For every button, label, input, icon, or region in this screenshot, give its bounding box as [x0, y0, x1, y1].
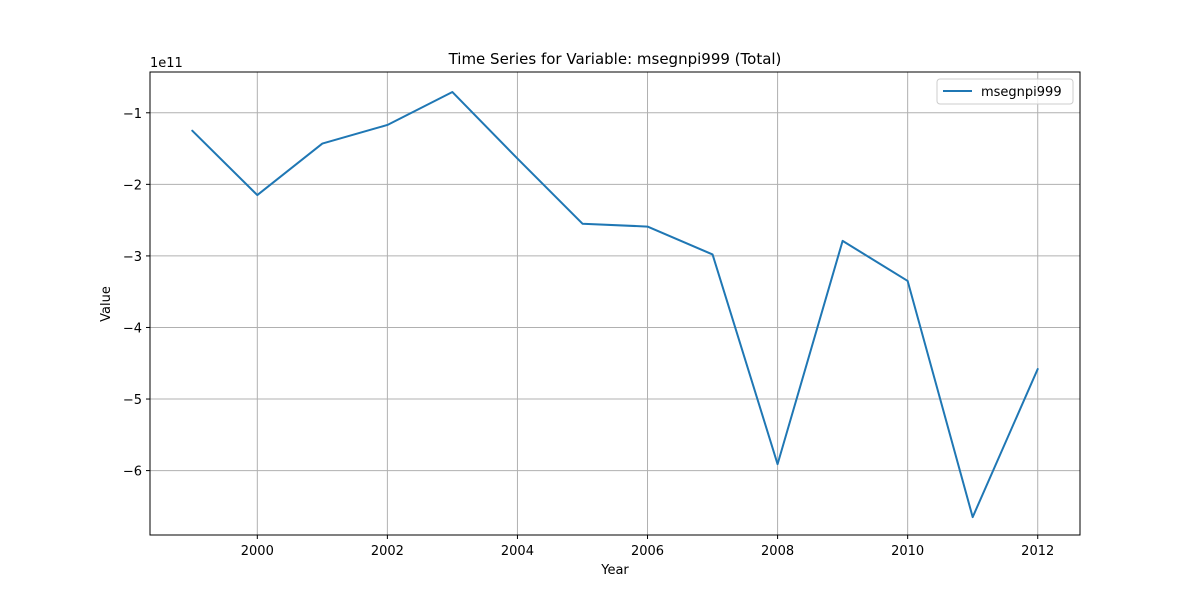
grid: [150, 72, 1080, 535]
y-axis-offset-label: 1e11: [150, 56, 183, 71]
y-tick-label--3: −3: [123, 250, 142, 265]
y-tick-label--2: −2: [123, 178, 142, 193]
x-tick-label-2000: 2000: [241, 544, 274, 559]
x-tick-label-2006: 2006: [631, 544, 664, 559]
legend-box: [936, 78, 1074, 105]
y-axis-label: Value: [99, 286, 114, 322]
x-axis-label: Year: [600, 563, 629, 578]
series-line-msegnpi999: [191, 91, 1039, 519]
y-tick-label--5: −5: [123, 393, 142, 408]
x-tick-label-2002: 2002: [371, 544, 404, 559]
legend-entry-msegnpi999: msegnpi999: [981, 85, 1062, 100]
y-tick-label--4: −4: [123, 321, 142, 336]
axis-ticks: 2000 2002 2004 2006 2008 2010 2012 −6 −5 −4 −3 −2 −1: [123, 107, 1054, 559]
y-tick-label--6: −6: [123, 465, 142, 480]
series-layer: [191, 91, 1039, 519]
x-tick-label-2004: 2004: [501, 544, 534, 559]
x-tick-label-2012: 2012: [1021, 544, 1054, 559]
x-tick-label-2010: 2010: [891, 544, 924, 559]
x-tick-label-2008: 2008: [761, 544, 794, 559]
plot-area-frame: [149, 71, 1081, 536]
chart-title: Time Series for Variable: msegnpi999 (To…: [448, 50, 782, 68]
y-tick-label--1: −1: [123, 107, 142, 122]
legend: msegnpi999: [936, 78, 1074, 105]
